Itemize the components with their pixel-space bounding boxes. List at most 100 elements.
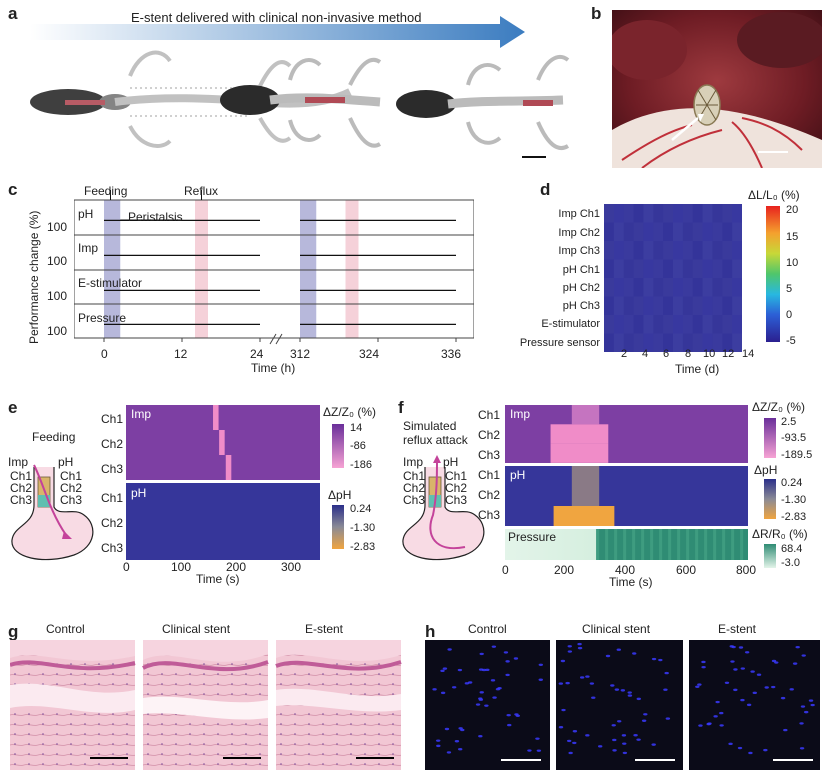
panel-label-a: a xyxy=(8,4,18,23)
nucleus-1 xyxy=(612,738,617,742)
nucleus-0 xyxy=(513,657,519,660)
stomach-diagram-e xyxy=(11,464,94,561)
nucleus-2 xyxy=(707,722,712,725)
nucleus-0 xyxy=(454,740,460,743)
f-imp-unit: ΔZ/Z₀ (%) xyxy=(752,400,805,414)
f-pr-stripe xyxy=(650,529,654,560)
heatrow-label-6: E-stimulator xyxy=(541,318,600,330)
d-cell xyxy=(702,296,713,316)
d-cell xyxy=(613,296,625,316)
e-ph-bg xyxy=(126,483,320,560)
f-ph-event-ch3 xyxy=(553,506,615,526)
e-imp-ch2: Ch2 xyxy=(101,437,124,451)
f-pr-cbar-0: 68.4 xyxy=(781,543,803,555)
nucleus-2 xyxy=(800,705,806,708)
d-cell xyxy=(702,278,713,297)
d-cell xyxy=(663,222,674,242)
d-cell xyxy=(633,204,644,223)
histology-estent xyxy=(275,640,402,770)
d-cell xyxy=(663,333,674,352)
nucleus-2 xyxy=(740,698,745,702)
f-diag-ch3-l: Ch3 xyxy=(403,493,426,507)
panel-d-heatmap xyxy=(604,204,742,352)
nucleus-1 xyxy=(567,645,572,648)
d-cell xyxy=(712,241,723,260)
d-cell xyxy=(712,296,723,316)
nucleus-0 xyxy=(484,704,489,707)
xray-skeleton-2 xyxy=(220,57,382,148)
e-diag-ch2-l: Ch2 xyxy=(10,481,33,495)
f-imp-event-ch3 xyxy=(550,443,609,463)
panel-label-b: b xyxy=(591,4,602,23)
d-cell xyxy=(732,278,742,297)
d-cell xyxy=(692,222,704,242)
nucleus-0 xyxy=(514,713,519,716)
panel-label-h: h xyxy=(425,622,436,641)
nucleus-2 xyxy=(719,711,724,715)
nucleus-2 xyxy=(744,651,750,654)
e-diag-ch3-r: Ch3 xyxy=(60,493,83,507)
d-cell xyxy=(633,241,644,260)
f-imp-cbar-0: 2.5 xyxy=(781,416,797,428)
d-cell xyxy=(633,222,644,242)
nucleus-2 xyxy=(783,728,788,732)
d-cell xyxy=(692,296,704,316)
d-cell xyxy=(633,333,644,352)
nucleus-2 xyxy=(771,685,776,689)
row-tick-pressure: 100 xyxy=(47,324,68,338)
f-xtick-800: 800 xyxy=(736,563,757,577)
f-pr-stripe xyxy=(623,529,627,560)
nucleus-1 xyxy=(568,751,573,755)
d-cell xyxy=(692,333,704,352)
d-cell xyxy=(722,222,733,242)
d-cell xyxy=(653,222,664,242)
f-pr-event-0 xyxy=(596,529,748,560)
d-cell xyxy=(673,241,684,260)
d-cell xyxy=(673,333,684,352)
f-pr-stripe xyxy=(668,529,672,560)
d-cbar-10: 10 xyxy=(786,257,799,269)
g-title-control: Control xyxy=(46,622,85,636)
d-cell xyxy=(692,278,704,297)
f-pr-stripe xyxy=(614,529,618,560)
f-pr-stripe xyxy=(659,529,663,560)
f-diag-ch1-r: Ch1 xyxy=(445,469,468,483)
d-cell xyxy=(722,296,733,316)
d-cell xyxy=(732,204,742,223)
nucleus-1 xyxy=(614,688,620,691)
nucleus-1 xyxy=(585,734,590,737)
panel-label-e: e xyxy=(8,398,18,417)
row-label-estim: E-stimulator xyxy=(78,276,143,290)
nucleus-0 xyxy=(538,678,543,681)
d-cell xyxy=(692,259,704,279)
nucleus-2 xyxy=(746,703,752,707)
d-cell xyxy=(653,333,664,352)
d-xtick-10: 10 xyxy=(703,348,716,360)
nucleus-1 xyxy=(577,642,582,646)
nucleus-2 xyxy=(803,710,809,714)
xtick-0: 0 xyxy=(101,347,108,361)
row-label-pressure: Pressure xyxy=(78,311,127,325)
nucleus-1 xyxy=(611,724,616,727)
d-cell xyxy=(613,333,625,352)
nucleus-2 xyxy=(719,724,724,727)
nucleus-1 xyxy=(560,659,566,663)
d-cell xyxy=(623,259,635,279)
d-cell xyxy=(673,222,684,242)
nucleus-0 xyxy=(467,681,473,684)
d-cell xyxy=(653,259,664,279)
d-cell xyxy=(692,315,704,334)
nucleus-2 xyxy=(748,751,753,755)
h-title-estent: E-stent xyxy=(718,622,757,636)
d-cell xyxy=(732,333,742,352)
h-title-clinical: Clinical stent xyxy=(582,622,651,636)
d-cbar-m5: -5 xyxy=(786,335,796,347)
e-imp-unit: ΔZ/Z₀ (%) xyxy=(323,405,376,419)
d-cell xyxy=(712,278,723,297)
d-cell xyxy=(653,278,664,297)
nucleus-0 xyxy=(497,686,502,690)
nucleus-0 xyxy=(464,682,470,685)
nucleus-2 xyxy=(733,668,738,671)
delivery-arrow xyxy=(30,16,525,48)
nucleus-2 xyxy=(695,685,700,688)
